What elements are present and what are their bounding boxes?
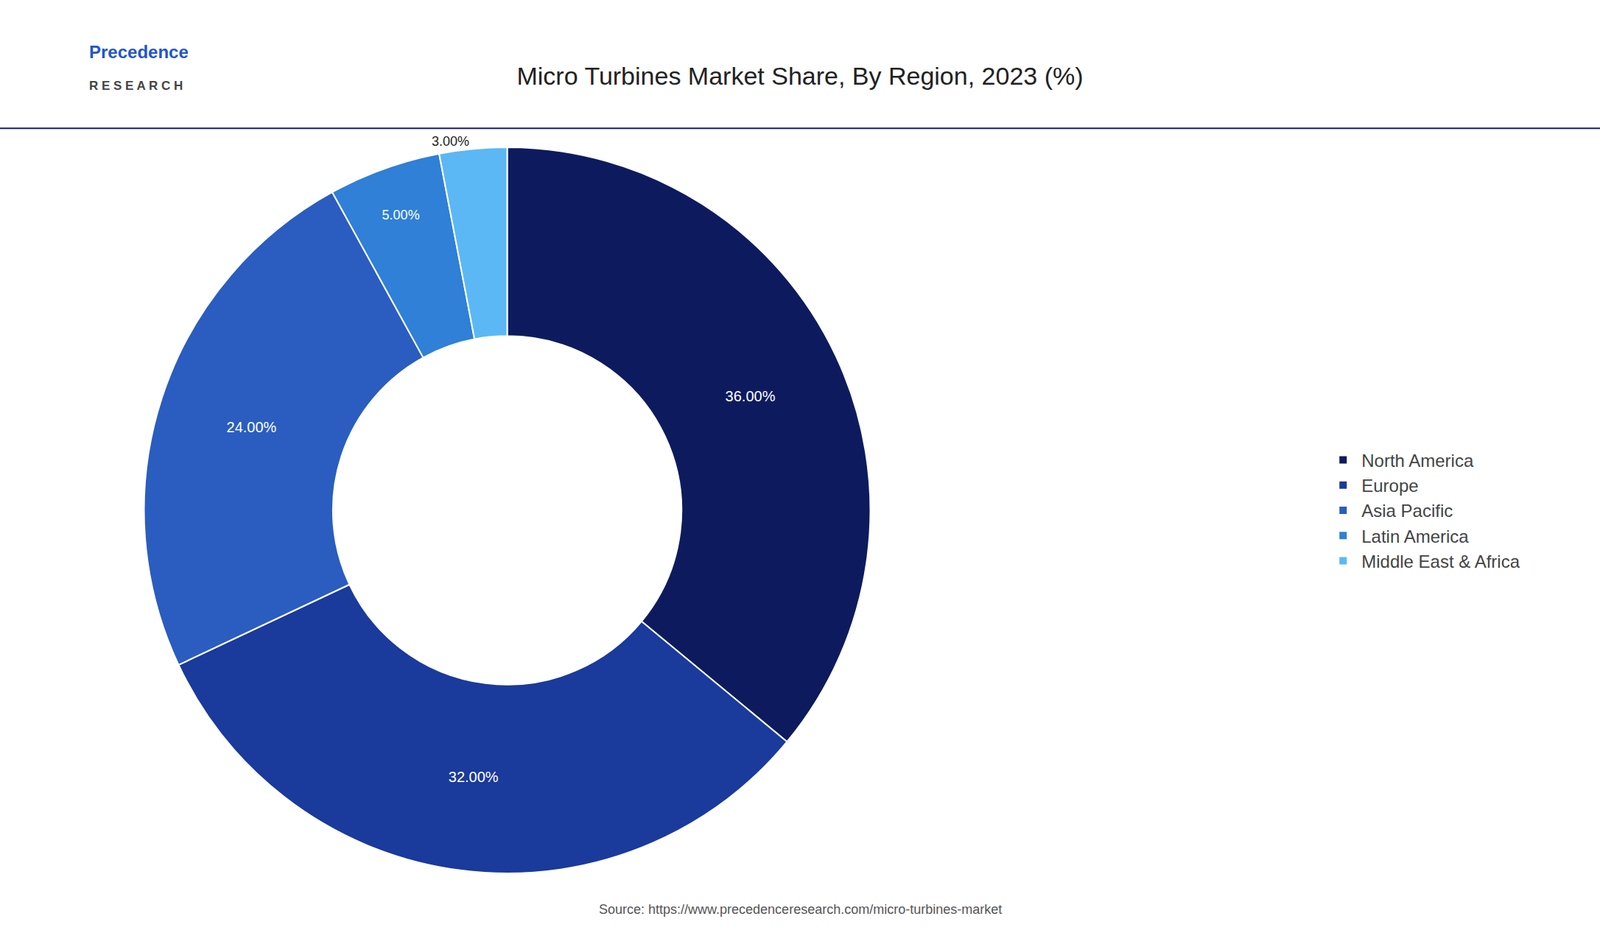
svg-text:Asia Pacific: Asia Pacific <box>1361 500 1453 521</box>
svg-text:Europe: Europe <box>1361 475 1419 496</box>
svg-text:Precedence: Precedence <box>89 41 189 62</box>
svg-text:36.00%: 36.00% <box>725 388 776 405</box>
svg-text:32.00%: 32.00% <box>448 769 499 786</box>
svg-text:Source: https://www.precedence: Source: https://www.precedenceresearch.c… <box>598 902 1002 918</box>
svg-text:Middle East & Africa: Middle East & Africa <box>1361 551 1520 572</box>
svg-text:Latin America: Latin America <box>1361 526 1469 547</box>
svg-text:Micro Turbines Market Share, B: Micro Turbines Market Share, By Region, … <box>516 61 1083 90</box>
svg-text:24.00%: 24.00% <box>226 419 277 436</box>
svg-text:North America: North America <box>1361 450 1475 471</box>
svg-text:5.00%: 5.00% <box>382 207 420 223</box>
svg-text:3.00%: 3.00% <box>431 134 470 149</box>
svg-text:R E S E A R C H: R E S E A R C H <box>89 78 183 93</box>
